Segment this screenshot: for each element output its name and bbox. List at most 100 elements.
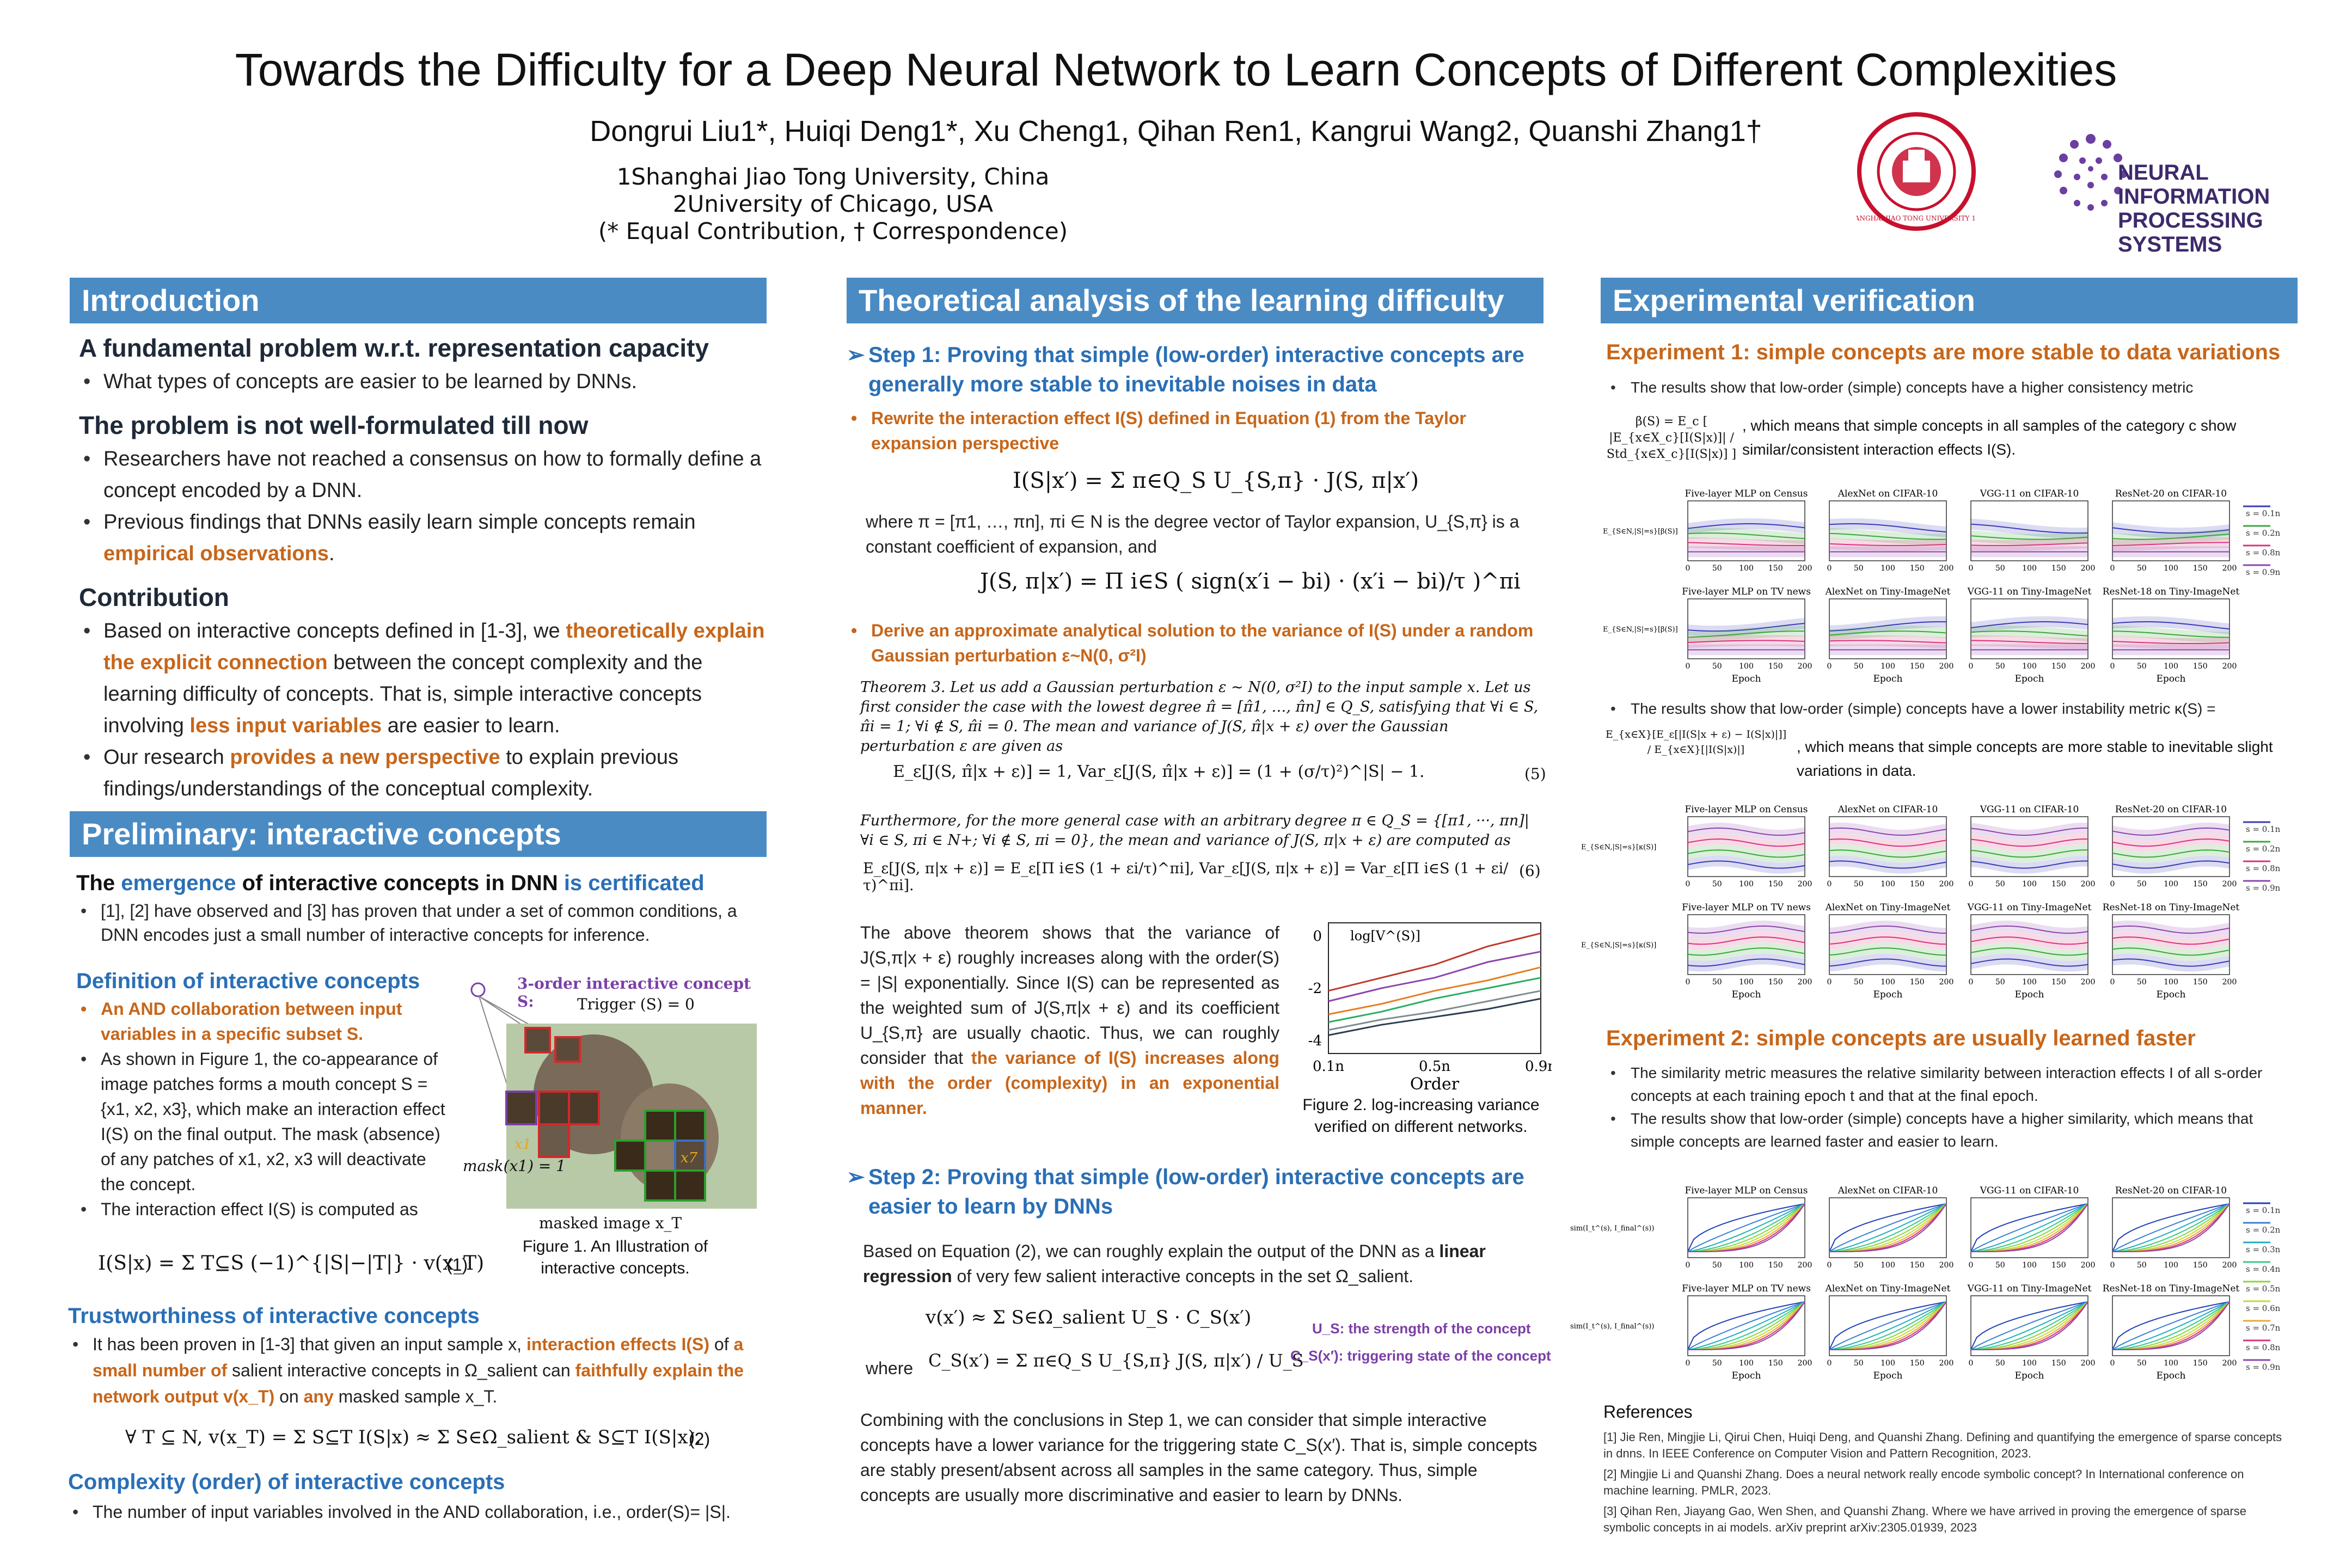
intro-bullet-4: Based on interactive concepts defined in… [79, 615, 768, 742]
series-band [1829, 626, 1946, 641]
panel-title: VGG-11 on CIFAR-10 [1980, 1185, 2079, 1196]
series-line [2112, 1301, 2230, 1350]
panel-xtick: 200 [2222, 1261, 2237, 1270]
fig2-series-line [1328, 951, 1541, 1002]
panel-xtick: 0 [2110, 662, 2115, 671]
panel-xtick: 150 [1768, 1359, 1783, 1368]
series-line [2112, 860, 2230, 869]
experiment-1-instability-plots: Five-layer MLP on Census 0 50 100 150 200 Alex… [1579, 800, 2298, 1013]
series-line [1687, 827, 1805, 836]
equation-7: v(x′) ≈ Σ S∈Ω_salient U_S · C_S(x′) [926, 1307, 1252, 1328]
series-line [1687, 838, 1805, 847]
series-line [2112, 827, 2230, 836]
figure-2-caption: Figure 2. log-increasing variance verifi… [1302, 1096, 1540, 1136]
step-1-paragraph-1: where π = [π1, …, πn], πi ∈ N is the deg… [866, 512, 1520, 556]
panel-xtick: 50 [1854, 880, 1864, 889]
panel-frame [1829, 598, 1947, 659]
series-line [1687, 849, 1805, 858]
experiment-1-bullet-2-cont: , which means that simple concepts are m… [1797, 738, 2273, 779]
panel-xtick: 200 [1798, 1261, 1812, 1270]
panel-xtick: 50 [1995, 1359, 2005, 1368]
series-line [1970, 860, 2088, 869]
panel-xlabel: Epoch [1873, 673, 1903, 684]
series-band [1829, 953, 1946, 972]
panel-xtick: 0 [2110, 1359, 2115, 1368]
introduction-section: A fundamental problem w.r.t. representat… [79, 333, 768, 805]
series-band [1688, 920, 1805, 939]
series-line [1829, 1203, 1947, 1252]
series-band [2112, 822, 2230, 841]
panel-frame [1829, 816, 1947, 877]
grpA-svg: Five-layer MLP on Census 0 50 100 150 200 Alex… [1603, 488, 2281, 684]
panel-xtick: 0 [1827, 662, 1832, 671]
series-line [2112, 542, 2230, 546]
panel-xtick: 50 [1854, 1359, 1864, 1368]
legend-label: s = 0.8n [2246, 548, 2281, 558]
panel-xtick: 50 [1995, 564, 2005, 573]
panel-title: Five-layer MLP on Census [1685, 804, 1808, 815]
series-line [2112, 1301, 2230, 1350]
panel-xlabel: Epoch [2015, 673, 2044, 684]
fig2-xtick: 0.5n [1419, 1058, 1450, 1075]
legend-label: s = 0.2n [2246, 844, 2281, 854]
panel-xtick: 150 [2193, 1261, 2208, 1270]
theorem-3-continued: Furthermore, for the more general case w… [860, 812, 1529, 849]
panel-xtick: 0 [1686, 662, 1690, 671]
intro-b4-b: theoretically explain the explicit conne… [103, 620, 765, 674]
series-band [2112, 529, 2230, 545]
fig2-ytick: 0 [1313, 928, 1322, 945]
step-2-paragraph-2: Combining with the conclusions in Step 1… [860, 1410, 1538, 1505]
legend-label: s = 0.2n [2246, 1225, 2281, 1235]
series-line [1829, 543, 1947, 547]
references-heading: References [1603, 1402, 1693, 1422]
panel-xtick: 200 [2222, 1359, 2237, 1368]
step-2-p1-a: Based on Equation (2), we can roughly ex… [863, 1241, 1440, 1261]
step-2-p1-b: linear regression [863, 1241, 1486, 1286]
panel-xtick: 100 [1739, 978, 1754, 987]
trust-i: masked sample x_T. [333, 1387, 498, 1406]
series-line [2112, 947, 2230, 956]
panel-title: AlexNet on Tiny-ImageNet [1825, 1283, 1951, 1294]
affiliations: 1Shanghai Jiao Tong University, China 2U… [0, 163, 1666, 245]
panel-xtick: 150 [1910, 978, 1925, 987]
series-line [1970, 640, 2088, 645]
figure-2-chart: 0 -2 -4 log[V^(S)] 0.1n 0.5n 0.9n Order [1296, 915, 1557, 1100]
panel-xtick: 200 [1939, 1359, 1954, 1368]
series-line [1687, 958, 1805, 967]
step-1-heading: ➢ Step 1: Proving that simple (low-order)… [847, 340, 1533, 399]
intro-bullet-5: Our research provides a new perspective … [79, 742, 768, 805]
series-band [1829, 920, 1946, 939]
series-line [1687, 1203, 1805, 1252]
step-1-p2-a: The above theorem shows that the varianc… [860, 923, 1279, 1068]
panel-xtick: 50 [1712, 1359, 1722, 1368]
step-1-p2-b: the variance of I(S) increases along wit… [860, 1048, 1280, 1118]
series-line [1970, 1301, 2088, 1350]
fig2-xtick: 0.1n [1313, 1058, 1344, 1075]
experiment-2-bullet-1: The similarity metric measures the relat… [1606, 1062, 2287, 1107]
panel-title: VGG-11 on CIFAR-10 [1980, 804, 2079, 815]
trust-g: on [274, 1387, 304, 1406]
panel-xtick: 100 [1881, 880, 1895, 889]
series-line [1687, 1301, 1805, 1350]
series-line [1687, 523, 1805, 529]
intro-bullet-3: Previous findings that DNNs easily learn… [79, 506, 768, 569]
panel-ylabel: E_{S∈N,|S|=s}[κ(S)] [1581, 941, 1656, 950]
series-line [1970, 1203, 2088, 1252]
panel-xtick: 100 [2022, 564, 2037, 573]
panel-xlabel: Epoch [2157, 989, 2186, 1000]
legend-label: s = 0.7n [2246, 1323, 2281, 1333]
trust-e: salient interactive concepts in Ω_salien… [227, 1361, 575, 1380]
panel-xtick: 150 [1910, 662, 1925, 671]
equation-1-number: (1) [446, 1255, 468, 1275]
panel-xtick: 150 [2193, 564, 2208, 573]
series-line [1970, 1203, 2088, 1252]
intro-b4-c: between the concept complexity and the l… [103, 651, 703, 737]
panel-xtick: 50 [1995, 1261, 2005, 1270]
legend-label: s = 0.8n [2246, 863, 2281, 873]
series-line [1829, 849, 1947, 858]
series-line [2112, 1301, 2230, 1350]
series-line [1687, 1301, 1805, 1350]
panel-xtick: 200 [1939, 880, 1954, 889]
legend-label: s = 0.1n [2246, 824, 2281, 834]
panel-xtick: 150 [2051, 1261, 2066, 1270]
